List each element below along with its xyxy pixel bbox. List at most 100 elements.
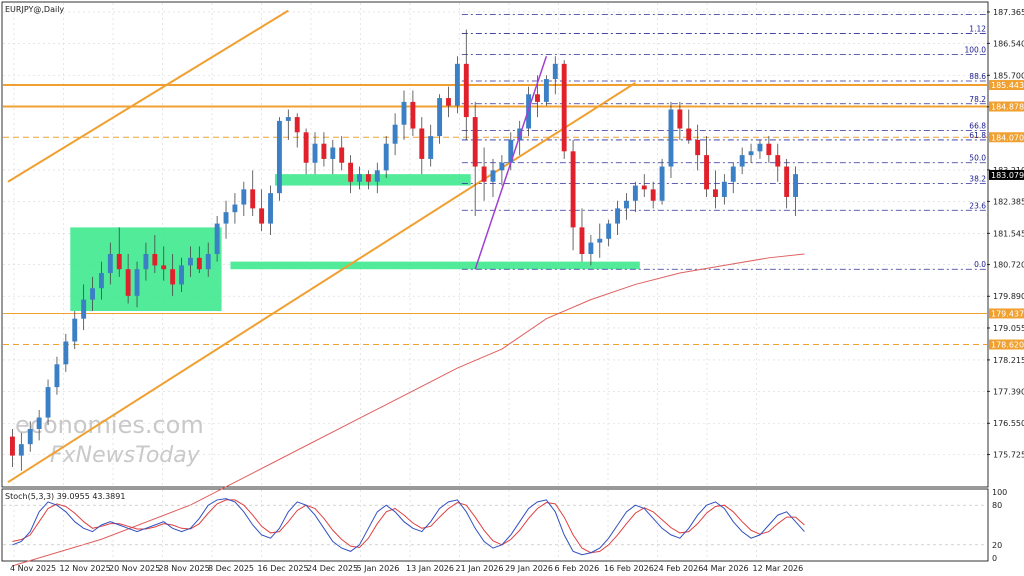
candle-body-8 [81, 299, 87, 319]
price-tick-label-6: 181.545 [993, 229, 1024, 238]
candle-body-55 [499, 162, 505, 171]
fib-label-10: 0.0 [974, 260, 986, 269]
price-label-box-4 [989, 308, 1024, 319]
candle-body-43 [392, 124, 398, 144]
date-label-2: 20 Nov 2025 [109, 564, 160, 573]
candle-body-9 [90, 288, 95, 300]
candle-body-16 [152, 254, 158, 266]
candle-body-36 [330, 147, 336, 159]
candle-body-17 [161, 265, 167, 270]
price-label-5: 178.620 [991, 341, 1024, 350]
price-tick-label-7: 180.720 [993, 261, 1024, 270]
candle-body-18 [170, 269, 176, 285]
price-tick-label-9: 179.055 [993, 324, 1024, 333]
date-label-4: 8 Dec 2025 [208, 564, 254, 573]
candle-body-2 [27, 428, 33, 445]
fib-label-8: 38.2 [969, 175, 986, 184]
candle-body-34 [312, 143, 318, 163]
candle-body-1 [18, 444, 24, 456]
candle-body-86 [775, 155, 781, 167]
candle-body-11 [107, 254, 113, 274]
date-label-7: 5 Jan 2026 [357, 564, 400, 573]
price-label-2: 184.070 [991, 133, 1024, 142]
chart-title: EURJPY@,Daily [5, 5, 64, 14]
candle-body-76 [686, 128, 692, 140]
candle-body-79 [713, 189, 718, 197]
candle-body-83 [748, 151, 754, 156]
candle-body-65 [588, 242, 594, 255]
candle-body-25 [232, 204, 238, 213]
price-tick-label-8: 179.890 [993, 292, 1024, 301]
fib-label-5: 66.8 [969, 121, 986, 130]
candle-body-59 [535, 94, 540, 102]
date-label-11: 6 Feb 2026 [555, 564, 600, 573]
date-label-0: 4 Nov 2025 [10, 564, 56, 573]
candle-body-56 [508, 139, 514, 163]
candle-body-50 [454, 63, 460, 106]
watermark-fxnewstoday: FxNewsToday [50, 443, 201, 468]
channel-line-0 [7, 9, 289, 183]
candle-body-49 [446, 98, 451, 106]
candle-body-22 [205, 254, 211, 270]
candle-body-87 [784, 166, 790, 197]
candle-body-47 [428, 136, 434, 159]
candle-body-39 [357, 174, 362, 182]
candle-body-62 [561, 63, 567, 152]
candle-body-28 [259, 208, 265, 224]
stoch-level-label-2: 20 [992, 541, 1002, 550]
candle-body-12 [116, 254, 122, 270]
candle-body-88 [793, 174, 798, 197]
candle-body-68 [615, 208, 621, 224]
stoch-level-label-1: 80 [992, 501, 1002, 510]
fib-label-7: 50.0 [969, 154, 986, 163]
stoch-label: Stoch(5,3,3) 39.0955 43.3891 [5, 492, 125, 501]
candle-body-75 [677, 109, 683, 129]
candle-body-24 [223, 212, 229, 224]
watermark: economies.com FxNewsToday [15, 411, 204, 468]
candle-body-69 [624, 200, 629, 209]
candle-body-54 [490, 170, 496, 182]
candle-body-37 [339, 147, 345, 163]
date-label-14: 4 Mar 2026 [703, 564, 749, 573]
price-label-box-2 [989, 132, 1024, 143]
candle-body-63 [570, 151, 576, 228]
candle-body-27 [250, 189, 256, 209]
candle-body-61 [552, 63, 558, 80]
price-label-box-1 [989, 101, 1024, 112]
candle-body-31 [285, 117, 291, 121]
candle-body-7 [72, 318, 78, 342]
date-label-5: 16 Dec 2025 [258, 564, 309, 573]
candle-body-77 [695, 139, 701, 156]
candle-body-64 [579, 227, 585, 255]
price-tick-label-11: 177.390 [993, 387, 1024, 396]
candle-body-82 [739, 155, 745, 167]
zone-2 [230, 261, 640, 270]
date-label-3: 28 Nov 2025 [159, 564, 210, 573]
candle-body-70 [632, 185, 638, 201]
date-label-15: 12 Mar 2026 [753, 564, 804, 573]
candle-body-38 [348, 162, 354, 182]
candle-body-40 [365, 174, 371, 182]
candle-body-78 [704, 155, 710, 190]
date-label-13: 24 Feb 2026 [654, 564, 704, 573]
candle-body-52 [472, 117, 478, 167]
moving-average-line [12, 253, 805, 567]
candle-body-60 [543, 79, 549, 102]
fib-label-2: 100.0 [965, 45, 987, 54]
fib-label-6: 61.8 [969, 131, 986, 140]
candle-body-72 [650, 189, 656, 201]
fib-label-9: 23.6 [969, 201, 986, 210]
price-label-4: 179.437 [991, 309, 1024, 318]
fib-label-3: 88.6 [969, 72, 986, 81]
candle-body-4 [45, 387, 51, 418]
price-label-1: 184.878 [991, 103, 1024, 112]
candle-body-21 [196, 257, 202, 270]
price-label-box-0 [989, 80, 1024, 91]
price-label-box-5 [989, 339, 1024, 350]
price-tick-label-1: 186.540 [993, 39, 1024, 48]
candle-body-13 [125, 269, 131, 296]
candle-body-51 [463, 63, 469, 118]
candle-body-48 [437, 98, 443, 137]
